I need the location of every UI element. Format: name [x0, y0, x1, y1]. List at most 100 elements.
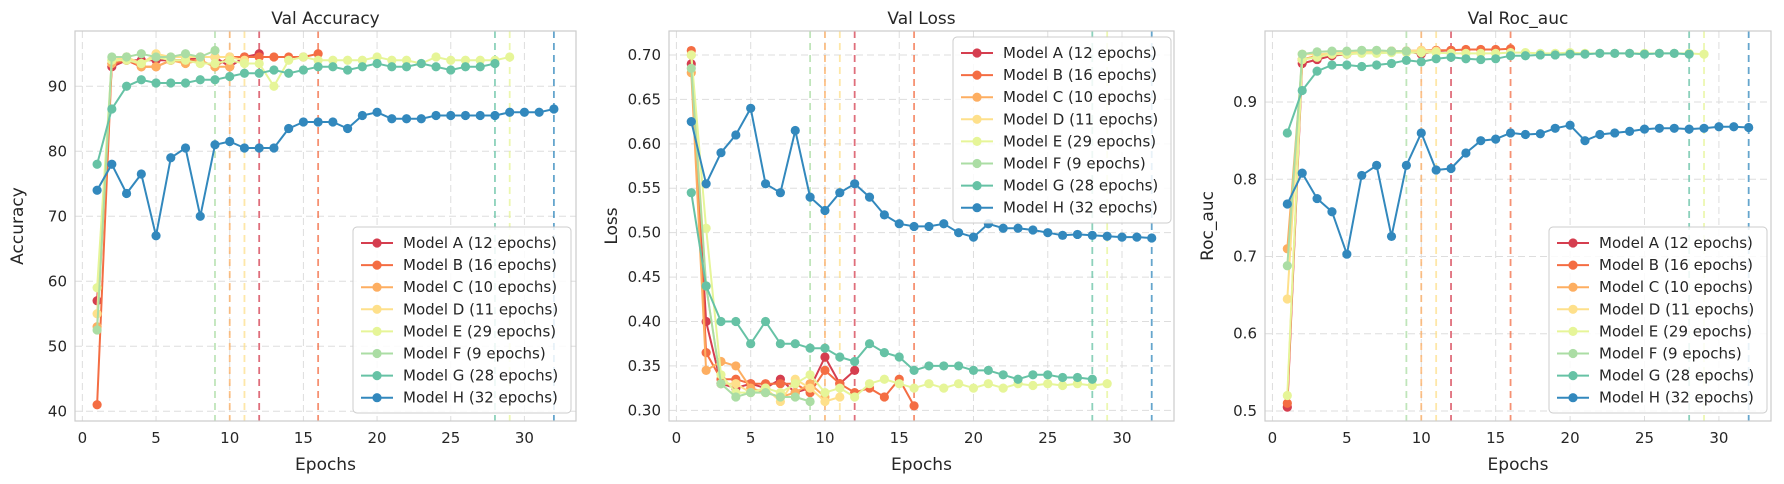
- data-point: [1013, 223, 1023, 233]
- data-point: [805, 370, 815, 380]
- legend-label: Model B (16 epochs): [1003, 66, 1157, 84]
- data-point: [92, 185, 102, 195]
- series-line: [96, 62, 496, 165]
- data-point: [1372, 60, 1382, 70]
- legend-entry: Model D (11 epochs): [961, 110, 1158, 128]
- legend-entry: Model B (16 epochs): [361, 256, 557, 274]
- data-point: [731, 361, 741, 371]
- series-4: [92, 49, 250, 319]
- legend-box: [952, 36, 1172, 224]
- series-line: [1286, 49, 1452, 408]
- legend-marker: [972, 181, 982, 191]
- data-point: [775, 339, 785, 349]
- data-point: [269, 52, 279, 62]
- data-point: [790, 392, 800, 402]
- x-tick-label: 10: [1412, 429, 1431, 447]
- data-point: [731, 316, 741, 327]
- legend-entry: Model G (28 epochs): [1557, 367, 1754, 385]
- data-point: [1312, 47, 1322, 57]
- data-point: [431, 110, 441, 121]
- series-line: [690, 192, 1093, 381]
- data-point: [269, 143, 279, 153]
- legend-label: Model D (11 epochs): [403, 300, 558, 318]
- y-tick-label: 0.6: [1233, 325, 1257, 343]
- axes-frame: [1264, 30, 1772, 422]
- legend-label: Model E (29 epochs): [403, 322, 556, 340]
- x-tick-label: 5: [1342, 429, 1352, 447]
- data-point: [879, 392, 889, 402]
- data-point: [1058, 372, 1068, 383]
- x-axis-label: Epochs: [295, 455, 356, 475]
- data-point: [1357, 170, 1367, 181]
- y-tick-label: 40: [48, 402, 67, 420]
- series-7: [1282, 48, 1694, 138]
- x-tick-label: 25: [1038, 429, 1057, 447]
- data-point: [1372, 160, 1382, 170]
- x-tick-label: 20: [964, 429, 983, 447]
- data-point: [864, 379, 875, 389]
- data-point: [1416, 57, 1426, 67]
- data-point: [1550, 123, 1560, 133]
- legend-entry: Model E (29 epochs): [1557, 322, 1752, 340]
- data-point: [820, 352, 830, 362]
- x-tick-label: 15: [294, 429, 313, 447]
- x-tick-label: 0: [672, 429, 682, 447]
- legend-label: Model F (9 epochs): [403, 345, 546, 363]
- data-point: [1625, 48, 1635, 58]
- data-point: [1401, 55, 1411, 65]
- data-point: [372, 107, 382, 117]
- legend-entry: Model D (11 epochs): [1557, 300, 1754, 318]
- data-point: [850, 179, 860, 189]
- legend-marker: [1568, 348, 1578, 359]
- data-point: [460, 62, 471, 72]
- data-point: [1028, 380, 1038, 391]
- y-tick-label: 0.35: [628, 357, 661, 375]
- data-point: [328, 117, 338, 127]
- data-point: [1327, 60, 1337, 70]
- legend-marker: [1568, 260, 1578, 270]
- data-point: [1386, 231, 1397, 242]
- data-point: [1476, 136, 1486, 146]
- data-point: [998, 223, 1008, 233]
- legend-marker: [972, 136, 982, 146]
- data-point: [401, 62, 412, 72]
- data-point: [820, 365, 830, 375]
- data-point: [151, 52, 161, 62]
- legend-entry: Model E (29 epochs): [961, 132, 1156, 150]
- data-point: [387, 55, 397, 65]
- data-point: [864, 339, 875, 349]
- data-point: [490, 58, 500, 69]
- data-point: [1297, 168, 1307, 178]
- data-point: [431, 52, 441, 62]
- data-point: [939, 383, 949, 393]
- data-point: [210, 75, 220, 85]
- series-8: [1282, 120, 1754, 259]
- data-point: [416, 114, 426, 124]
- data-point: [924, 221, 934, 232]
- data-point: [1565, 49, 1575, 59]
- y-tick-label: 0.70: [628, 46, 661, 64]
- data-point: [1282, 199, 1292, 209]
- data-point: [210, 140, 220, 150]
- legend-entry: Model C (10 epochs): [1557, 278, 1753, 296]
- x-tick-label: 15: [1486, 429, 1505, 447]
- data-point: [909, 383, 919, 393]
- legend-label: Model B (16 epochs): [403, 256, 557, 274]
- data-point: [716, 316, 726, 327]
- y-axis-label: Loss: [602, 207, 622, 244]
- data-point: [1684, 124, 1694, 134]
- legend-marker: [372, 282, 382, 292]
- data-point: [151, 62, 161, 72]
- y-tick-label: 0.8: [1233, 170, 1257, 188]
- y-tick-label: 0.45: [628, 268, 661, 286]
- series-1: [1282, 45, 1456, 412]
- data-point: [968, 365, 979, 375]
- series-2: [1282, 44, 1516, 408]
- legend-label: Model D (11 epochs): [1599, 300, 1754, 318]
- legend-box: [1548, 226, 1768, 414]
- data-point: [1505, 51, 1516, 61]
- data-point: [1729, 122, 1739, 132]
- data-point: [151, 231, 161, 241]
- data-point: [1282, 390, 1292, 401]
- data-point: [1028, 370, 1038, 380]
